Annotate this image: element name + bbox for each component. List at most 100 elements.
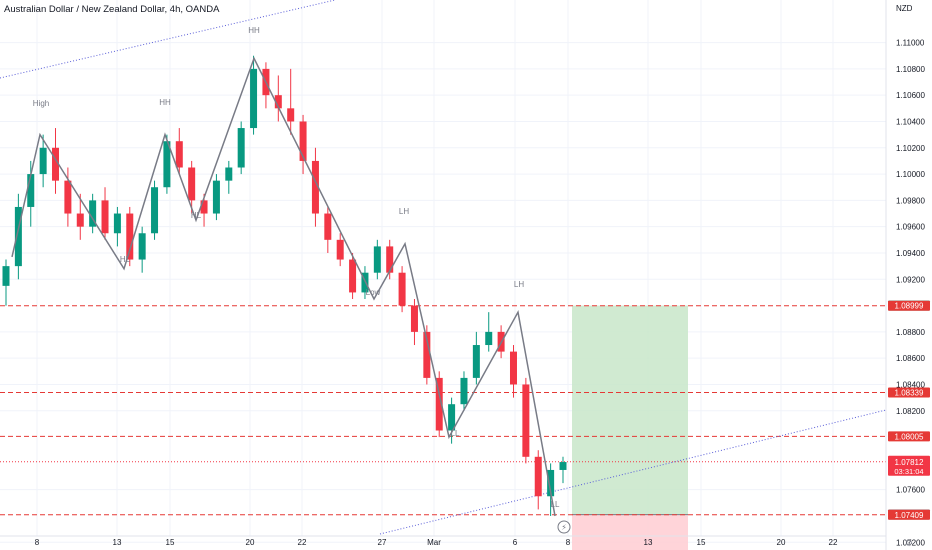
x-tick-label: Mar: [427, 538, 441, 547]
candle-body: [448, 404, 456, 431]
current-price-tag: 1.07812: [895, 458, 924, 467]
price-levels[interactable]: [0, 305, 886, 516]
candle-body: [27, 174, 35, 207]
y-tick-label: 1.08800: [896, 328, 925, 337]
price-level-tag: 1.07409: [895, 511, 924, 520]
candle-body: [188, 167, 196, 201]
x-tick-label: 22: [829, 538, 838, 547]
candle-body: [101, 200, 109, 234]
candle-body: [559, 462, 567, 470]
x-tick-label: 20: [246, 538, 255, 547]
candle-body: [311, 160, 319, 214]
x-tick-label: 22: [298, 538, 307, 547]
candle-body: [175, 141, 183, 168]
lightning-icon: [557, 520, 571, 534]
swing-label: LH: [514, 280, 524, 289]
y-tick-label: 1.08400: [896, 380, 925, 389]
x-tick-label: 13: [644, 538, 653, 547]
candle-body: [472, 345, 480, 378]
upper-channel-line: [0, 0, 336, 79]
current-price-tag-bg: [888, 455, 930, 476]
candle-body: [250, 68, 258, 129]
price-level-tag-bg: [888, 300, 930, 311]
candle-body: [547, 469, 555, 497]
candle-body: [349, 259, 357, 293]
time-axis[interactable]: 8 13 15 20 22 27 Mar 6 8 13 15 20 22 ⚙: [0, 535, 913, 549]
candle-body: [151, 187, 159, 234]
price-level-tag-bg: [888, 509, 930, 520]
candle-body: [324, 213, 332, 240]
candle-body: [113, 213, 121, 234]
swing-label: LL: [451, 429, 460, 438]
swing-label: LH: [399, 207, 409, 216]
gear-icon: ⚙: [905, 539, 913, 549]
chart-title: Australian Dollar / New Zealand Dollar, …: [4, 4, 220, 15]
candle-body: [64, 180, 72, 214]
swing-label: HL: [120, 255, 131, 264]
y-tick-label: 1.10600: [896, 91, 925, 100]
candle-body: [2, 266, 10, 286]
trendlines[interactable]: [0, 0, 887, 535]
y-tick-label: 1.10400: [896, 117, 925, 126]
x-tick-label: 27: [378, 538, 387, 547]
y-tick-label: 1.11000: [896, 39, 925, 48]
x-tick-label: 13: [113, 538, 122, 547]
candle-body: [163, 141, 171, 188]
candle-body: [237, 128, 245, 168]
loss-zone: [572, 514, 688, 550]
price-level-tag: 1.08005: [895, 432, 924, 441]
candle-body: [76, 213, 84, 227]
x-tick-label: 8: [566, 538, 571, 547]
y-tick-label: 1.10000: [896, 170, 925, 179]
countdown-label: 03:31:04: [894, 467, 923, 476]
annotations: High HL HH HL HH LH Low LL LH LL ⚡: [33, 26, 571, 534]
y-tick-label: 1.07600: [896, 486, 925, 495]
candle-body: [39, 147, 47, 175]
x-tick-label: 15: [166, 538, 175, 547]
candle-body: [435, 377, 443, 431]
candle-body: [287, 108, 295, 122]
price-level-tag: 1.08339: [895, 389, 924, 398]
candle-body: [386, 246, 394, 273]
candle-body: [460, 377, 468, 405]
candle-body: [138, 233, 146, 260]
y-tick-label: 1.09400: [896, 249, 925, 258]
price-level-tag-bg: [888, 387, 930, 398]
candle-body: [373, 246, 381, 273]
y-tick-label: 1.08600: [896, 354, 925, 363]
swing-label: Low: [366, 288, 381, 297]
profit-zone: [572, 305, 688, 515]
price-level-tag: 1.08999: [895, 302, 924, 311]
candles: [2, 55, 567, 516]
swing-label: LL: [551, 500, 560, 509]
swing-label: High: [33, 99, 49, 108]
swing-label: HH: [159, 98, 171, 107]
price-level-tag-bg: [888, 431, 930, 442]
candle-body: [126, 213, 134, 260]
swing-label: HL: [191, 211, 202, 220]
candle-body: [410, 305, 418, 332]
candle-body: [336, 239, 344, 260]
candle-body: [423, 331, 431, 378]
y-tick-label: 1.10200: [896, 144, 925, 153]
lightning-icon-glyph: ⚡: [561, 523, 567, 532]
candle-body: [212, 180, 220, 214]
candle-body: [522, 384, 530, 457]
y-tick-label: 1.10800: [896, 65, 925, 74]
x-tick-label: 8: [35, 538, 40, 547]
candle-body: [299, 121, 307, 161]
candle-body: [52, 147, 60, 181]
zigzag-path: [11, 56, 556, 517]
candle-body: [398, 272, 406, 306]
candle-body: [361, 272, 369, 293]
price-axis[interactable]: NZD 1.11000 1.10800 1.10600 1.10400 1.10200 1.…: [885, 0, 930, 550]
currency-label: NZD: [896, 4, 913, 13]
long-position-tool[interactable]: [572, 305, 688, 550]
y-tick-label: 1.08200: [896, 407, 925, 416]
candle-body: [14, 206, 22, 267]
zigzag-line: [11, 56, 556, 517]
candle-body: [534, 456, 542, 497]
x-tick-label: 15: [697, 538, 706, 547]
